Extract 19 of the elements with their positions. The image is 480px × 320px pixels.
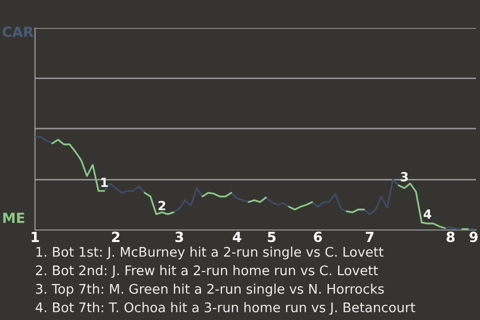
x-tick-label: 8	[446, 232, 455, 242]
x-tick-label: 9	[470, 232, 478, 242]
text: CAR	[2, 26, 34, 38]
x-tick-label: 3	[175, 232, 184, 242]
x-tick-label: 6	[314, 232, 322, 242]
text: 1. Bot 1st: J. McBurney hit a 2-run single vs C. Lovett	[36, 246, 384, 260]
text: 3. Top 7th: M. Green hit a 2-run single vs N. Horrocks	[36, 284, 384, 296]
x-tick-label: 7	[366, 232, 374, 242]
x-tick-label: 4	[232, 232, 242, 242]
annotation: 1	[101, 178, 108, 187]
annotation: 3	[400, 172, 408, 182]
annotation: 2	[158, 200, 166, 210]
x-tick-label: 5	[268, 232, 276, 242]
text: 2. Bot 2nd: J. Frew hit a 2-run home run vs C. Lovett	[36, 265, 378, 278]
x-tick-label: 1	[32, 232, 39, 242]
text: ME	[3, 212, 24, 223]
annotation: 4	[424, 209, 432, 219]
text: 4. Bot 7th: T. Ochoa hit a 3-run home run vs J. Betancourt	[36, 302, 416, 315]
x-tick-label: 2	[112, 232, 120, 242]
